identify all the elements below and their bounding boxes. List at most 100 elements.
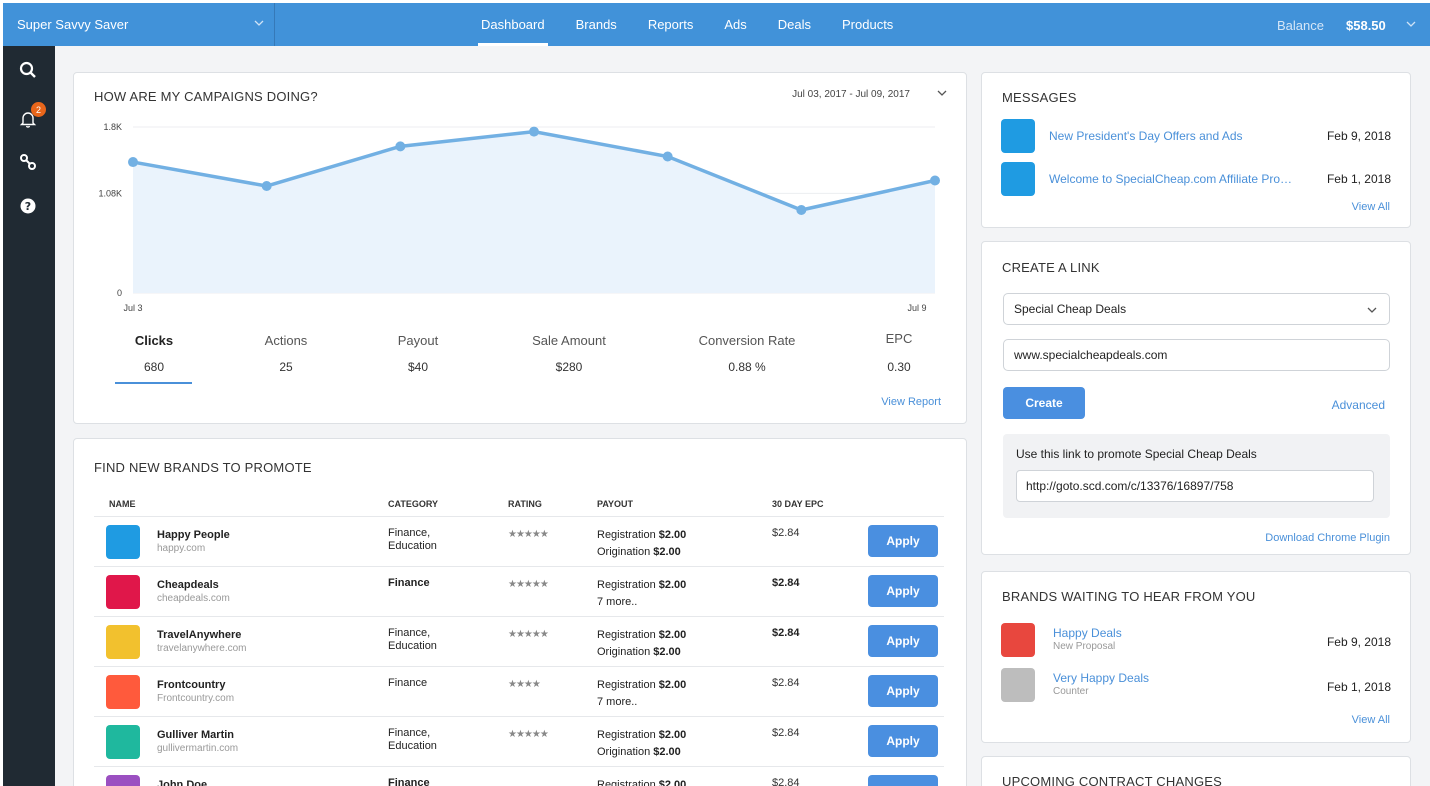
payout-amount: $2.00 xyxy=(658,779,687,786)
waiting-brand-logo xyxy=(1001,668,1035,702)
stat-conversion-rate[interactable]: Conversion Rate 0.88 % xyxy=(687,333,807,374)
payout-label-2: 7 more.. xyxy=(597,696,638,708)
message-item[interactable]: Welcome to SpecialCheap.com Affiliate Pr… xyxy=(1001,162,1391,196)
chart-point[interactable] xyxy=(395,141,406,152)
nav-ads[interactable]: Ads xyxy=(724,17,747,32)
chart-point[interactable] xyxy=(930,175,940,186)
stat-label: EPC xyxy=(885,331,913,346)
chart-area xyxy=(133,131,935,293)
nav-deals[interactable]: Deals xyxy=(777,17,811,32)
brand-payout: Registration $2.00 7 more.. xyxy=(597,577,686,611)
stat-actions[interactable]: Actions 25 xyxy=(226,333,346,374)
col-payout: PAYOUT xyxy=(597,499,634,509)
chart-point[interactable] xyxy=(529,126,539,137)
chevron-down-icon[interactable] xyxy=(937,88,947,98)
stat-value: 680 xyxy=(143,360,165,374)
message-item[interactable]: New President's Day Offers and Ads Feb 9… xyxy=(1001,119,1391,153)
brand-epc: $2.84 xyxy=(772,727,800,739)
table-row: Happy People happy.com Finance, Education ★… xyxy=(94,516,944,566)
chart-point[interactable] xyxy=(128,157,138,168)
url-input[interactable]: www.specialcheapdeals.com xyxy=(1003,339,1390,371)
stat-clicks[interactable]: Clicks 680 xyxy=(94,333,214,374)
account-name: Super Savvy Saver xyxy=(17,17,129,32)
stat-epc[interactable]: EPC 0.30 xyxy=(839,331,959,374)
brand-payout: Registration $2.00 xyxy=(597,777,686,786)
brand-category: Finance xyxy=(388,577,430,589)
create-button[interactable]: Create xyxy=(1003,387,1085,419)
brand-name[interactable]: Happy People xyxy=(157,529,230,541)
chart-point[interactable] xyxy=(662,151,673,162)
payout-amount: $2.00 xyxy=(658,679,687,691)
apply-button[interactable]: Apply xyxy=(868,525,938,557)
payout-amount: $2.00 xyxy=(658,629,687,641)
stat-sale-amount[interactable]: Sale Amount $280 xyxy=(509,333,629,374)
messages-title: MESSAGES xyxy=(1002,90,1077,105)
stat-label: Payout xyxy=(397,333,439,348)
account-selector[interactable]: Super Savvy Saver xyxy=(3,3,275,46)
apply-button[interactable]: Apply xyxy=(868,725,938,757)
nav-products[interactable]: Products xyxy=(842,17,894,32)
payout-label-2: Origination xyxy=(597,646,651,658)
apply-button[interactable]: Apply xyxy=(868,625,938,657)
chevron-down-icon xyxy=(254,20,264,26)
stat-value: $280 xyxy=(555,360,583,374)
payout-amount: $2.00 xyxy=(658,729,687,741)
chart-point[interactable] xyxy=(796,205,807,215)
brand-name[interactable]: Frontcountry xyxy=(157,679,226,691)
view-report-link[interactable]: View Report xyxy=(881,396,941,408)
nav-dashboard[interactable]: Dashboard xyxy=(478,3,548,46)
y-tick-label: 1.08K xyxy=(98,188,122,198)
brand-url: cheapdeals.com xyxy=(157,593,230,604)
brands-card: FIND NEW BRANDS TO PROMOTE NAME CATEGORY… xyxy=(73,438,967,786)
brands-waiting-view-all[interactable]: View All xyxy=(1351,714,1390,726)
waiting-brand-item[interactable]: Very Happy Deals Counter Feb 1, 2018 xyxy=(1001,668,1391,704)
help-icon[interactable]: ? xyxy=(17,195,39,217)
stat-value: 0.30 xyxy=(887,360,911,374)
brand-select[interactable]: Special Cheap Deals xyxy=(1003,293,1390,325)
waiting-brand-name[interactable]: Happy Deals xyxy=(1053,626,1122,640)
message-subject[interactable]: New President's Day Offers and Ads xyxy=(1049,129,1243,143)
chart-point[interactable] xyxy=(261,181,272,192)
col-category: CATEGORY xyxy=(388,499,439,509)
apply-button[interactable]: Apply xyxy=(868,675,938,707)
brand-category: Finance, Education xyxy=(388,527,437,552)
search-icon[interactable] xyxy=(17,59,39,81)
apply-button[interactable]: Apply xyxy=(868,575,938,607)
brand-name[interactable]: Cheapdeals xyxy=(157,579,219,591)
waiting-brand-item[interactable]: Happy Deals New Proposal Feb 9, 2018 xyxy=(1001,623,1391,659)
stat-payout[interactable]: Payout $40 xyxy=(358,333,478,374)
waiting-brand-status: Counter xyxy=(1053,686,1089,697)
sidebar: 2 ? xyxy=(3,46,55,786)
bell-icon[interactable]: 2 xyxy=(17,102,46,130)
payout-amount-2: $2.00 xyxy=(653,646,681,658)
brand-payout: Registration $2.00 Origination $2.00 xyxy=(597,727,686,761)
nav-brands[interactable]: Brands xyxy=(575,17,617,32)
download-plugin-link[interactable]: Download Chrome Plugin xyxy=(1265,532,1390,544)
brand-name[interactable]: Gulliver Martin xyxy=(157,729,235,741)
advanced-link[interactable]: Advanced xyxy=(1331,398,1385,412)
brand-name[interactable]: John Doe xyxy=(157,779,208,786)
brand-logo xyxy=(106,775,140,786)
message-subject[interactable]: Welcome to SpecialCheap.com Affiliate Pr… xyxy=(1049,172,1294,186)
apply-button[interactable]: Apply xyxy=(868,775,938,786)
payout-label: Registration xyxy=(597,679,656,691)
payout-label-2: Origination xyxy=(597,746,651,758)
svg-text:?: ? xyxy=(25,200,31,213)
link-icon[interactable] xyxy=(17,151,39,173)
nav-reports[interactable]: Reports xyxy=(647,17,694,32)
brand-payout: Registration $2.00 Origination $2.00 xyxy=(597,527,686,561)
table-row: Frontcountry Frontcountry.com Finance ★★★★ R… xyxy=(94,666,944,716)
brand-category: Finance xyxy=(388,777,430,786)
chevron-down-icon[interactable] xyxy=(1406,19,1416,29)
brand-payout: Registration $2.00 7 more.. xyxy=(597,677,686,711)
balance-value[interactable]: $58.50 xyxy=(1346,18,1386,33)
brand-name[interactable]: TravelAnywhere xyxy=(157,629,242,641)
promo-url-field[interactable]: http://goto.scd.com/c/13376/16897/758 xyxy=(1016,470,1374,502)
campaigns-title: HOW ARE MY CAMPAIGNS DOING? xyxy=(94,89,318,104)
brand-select-value: Special Cheap Deals xyxy=(1014,302,1127,316)
messages-view-all[interactable]: View All xyxy=(1351,201,1390,213)
waiting-brand-name[interactable]: Very Happy Deals xyxy=(1053,671,1150,685)
date-range[interactable]: Jul 03, 2017 - Jul 09, 2017 xyxy=(792,89,910,100)
contracts-title: UPCOMING CONTRACT CHANGES xyxy=(1002,774,1222,786)
